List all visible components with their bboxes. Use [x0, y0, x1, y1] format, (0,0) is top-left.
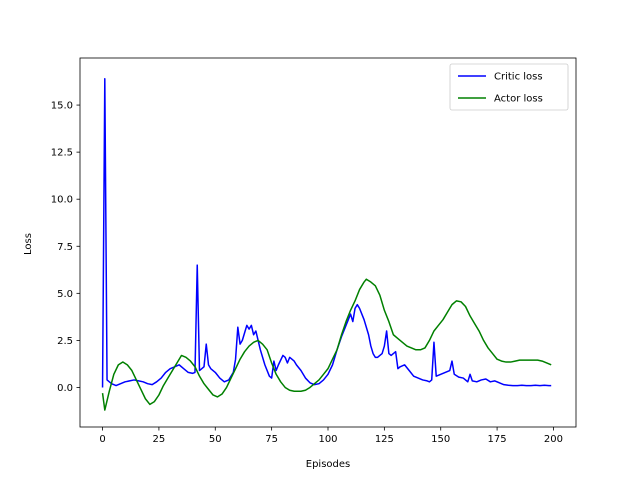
- x-tick-label: 0: [99, 434, 105, 445]
- y-tick-label: 5.0: [57, 289, 73, 300]
- x-tick-label: 75: [265, 434, 278, 445]
- y-tick-label: 15.0: [51, 101, 73, 112]
- y-tick-label: 2.5: [57, 336, 73, 347]
- series-line-actor-loss: [101, 278, 552, 411]
- x-tick-label: 150: [431, 434, 450, 445]
- y-axis-label: Loss: [23, 233, 34, 255]
- legend-label: Critic loss: [494, 72, 543, 83]
- x-tick-label: 200: [544, 434, 563, 445]
- x-tick-label: 25: [153, 434, 166, 445]
- x-tick-label: 100: [318, 434, 337, 445]
- legend: Critic loss Actor loss: [449, 63, 569, 111]
- y-tick-label: 10.0: [51, 195, 73, 206]
- plot-lines: [101, 77, 552, 411]
- x-tick-label: 50: [209, 434, 222, 445]
- x-tick-label: 175: [488, 434, 507, 445]
- y-axis: 0.0 2.5 5.0 7.5 10.0 12.5 15.0: [51, 101, 80, 394]
- y-tick-label: 7.5: [57, 242, 73, 253]
- y-tick-label: 12.5: [51, 148, 73, 159]
- y-tick-label: 0.0: [57, 383, 73, 394]
- x-axis: 0 25 50 75 100 125 150 175 200: [99, 427, 563, 445]
- x-axis-label: Episodes: [306, 459, 350, 470]
- series-line-critic-loss: [101, 77, 552, 388]
- x-tick-label: 125: [375, 434, 394, 445]
- legend-label: Actor loss: [494, 94, 543, 105]
